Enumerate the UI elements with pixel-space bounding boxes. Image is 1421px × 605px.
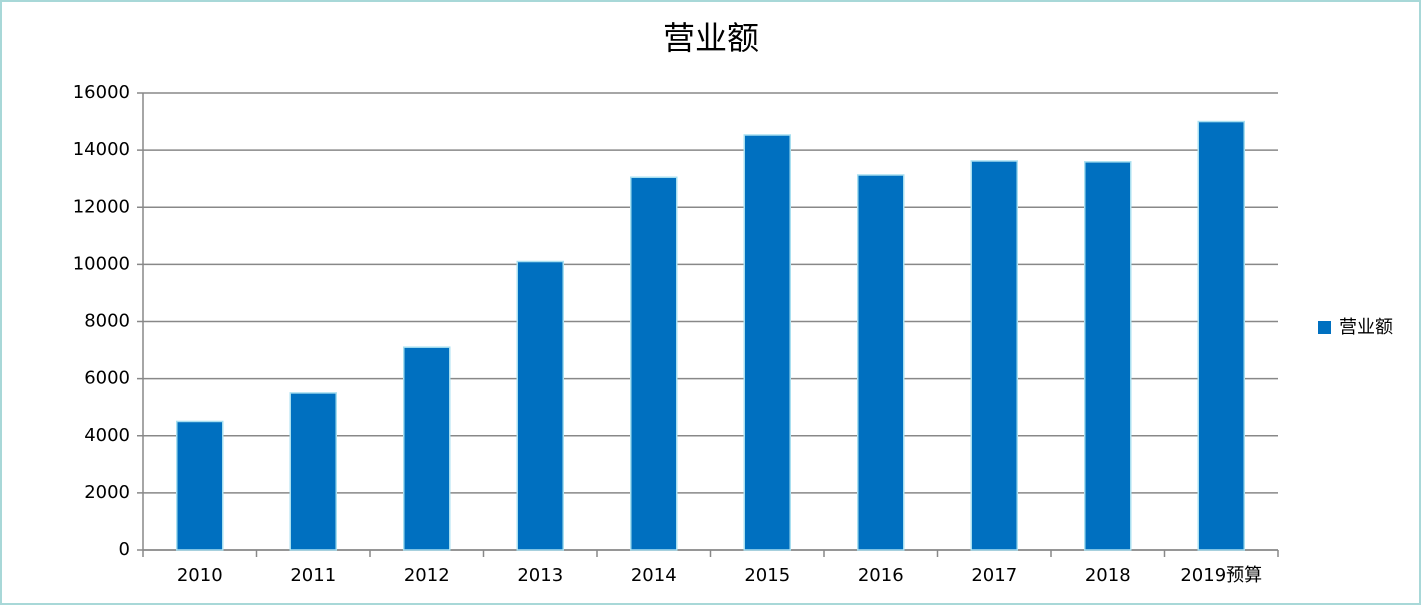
y-tick-label: 10000: [73, 253, 130, 274]
chart-title: 营业额: [663, 19, 759, 57]
y-tick-label: 12000: [73, 196, 130, 217]
bar: [970, 160, 1018, 551]
y-tick-label: 4000: [84, 425, 130, 446]
bar: [857, 174, 905, 551]
bar: [403, 346, 451, 551]
bar: [1084, 161, 1132, 551]
bar: [516, 260, 564, 551]
x-tick-label: 2015: [744, 565, 790, 586]
x-tick-label: 2019预算: [1180, 565, 1262, 586]
x-tick-label: 2014: [631, 565, 677, 586]
bar: [1197, 120, 1245, 551]
x-tick-label: 2010: [177, 565, 223, 586]
y-tick-label: 0: [119, 539, 130, 560]
bar: [630, 176, 678, 551]
y-tick-label: 14000: [73, 139, 130, 160]
legend-swatch: [1318, 321, 1331, 334]
bar: [743, 134, 791, 551]
x-tick-label: 2013: [517, 565, 563, 586]
x-tick-label: 2016: [858, 565, 904, 586]
y-tick-label: 16000: [73, 82, 130, 103]
x-tick-label: 2017: [971, 565, 1017, 586]
bar: [176, 420, 224, 551]
x-tick-label: 2012: [404, 565, 450, 586]
bar: [289, 392, 337, 551]
x-tick-label: 2018: [1085, 565, 1131, 586]
legend-label: 营业额: [1339, 317, 1393, 338]
y-tick-label: 8000: [84, 311, 130, 332]
x-tick-label: 2011: [290, 565, 336, 586]
y-tick-label: 2000: [84, 482, 130, 503]
y-tick-label: 6000: [84, 368, 130, 389]
